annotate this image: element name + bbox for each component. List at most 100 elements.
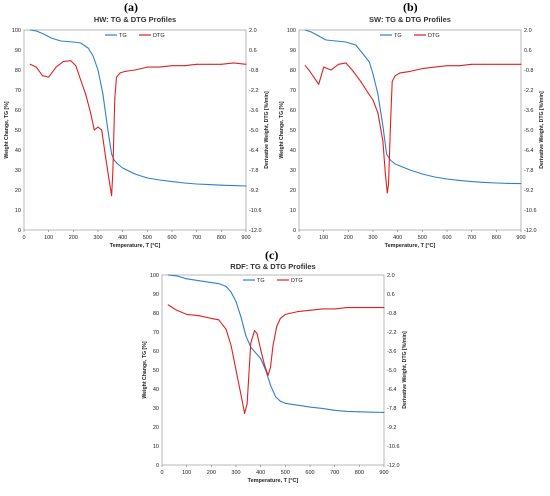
data-point-dtg bbox=[321, 308, 323, 310]
x-tick-label: 0 bbox=[160, 470, 163, 476]
plot-frame bbox=[161, 274, 385, 466]
data-point-tg bbox=[386, 153, 388, 155]
y-tick-label: 60 bbox=[15, 108, 21, 114]
chart-title: HW: TG & DTG Profiles bbox=[94, 15, 176, 24]
y2-tick-label: -6.4 bbox=[387, 387, 396, 393]
data-point-tg bbox=[233, 185, 235, 187]
y2-tick-label: 2.0 bbox=[524, 28, 532, 34]
data-point-tg bbox=[87, 47, 89, 49]
series-line-dtg bbox=[29, 60, 247, 197]
y-tick-label: 10 bbox=[15, 208, 21, 214]
y2-axis-label: Derivative Weight, DTG [%/min] bbox=[539, 91, 545, 169]
y2-tick-label: 2.0 bbox=[249, 28, 257, 34]
data-point-dtg bbox=[42, 75, 43, 77]
data-point-dtg bbox=[159, 66, 161, 68]
data-point-dtg bbox=[382, 140, 384, 142]
y2-tick-label: -9.2 bbox=[249, 188, 258, 194]
y-tick-label: 100 bbox=[150, 273, 159, 279]
data-point-dtg bbox=[210, 317, 212, 319]
data-point-dtg bbox=[409, 70, 411, 72]
data-point-tg bbox=[107, 129, 109, 131]
series-line-dtg bbox=[304, 62, 521, 194]
x-tick-label: 900 bbox=[516, 235, 525, 241]
data-point-tg bbox=[483, 181, 485, 183]
data-point-tg bbox=[270, 384, 272, 386]
y-tick-label: 40 bbox=[15, 148, 21, 154]
data-point-tg bbox=[35, 30, 37, 32]
data-point-tg bbox=[318, 35, 320, 37]
data-point-dtg bbox=[246, 403, 248, 405]
y2-tick-label: -6.4 bbox=[249, 148, 258, 154]
data-point-tg bbox=[345, 41, 347, 43]
data-point-tg bbox=[372, 73, 374, 75]
y2-tick-label: -0.8 bbox=[249, 68, 258, 74]
data-point-tg bbox=[245, 335, 247, 337]
data-point-dtg bbox=[383, 307, 385, 309]
panel-label: (a) bbox=[124, 0, 138, 14]
data-point-tg bbox=[434, 176, 436, 178]
x-axis-label: Temperature, T [°C] bbox=[110, 243, 161, 248]
data-point-dtg bbox=[230, 345, 232, 347]
data-point-dtg bbox=[495, 63, 497, 65]
data-point-dtg bbox=[334, 308, 336, 310]
y-tick-label: 40 bbox=[153, 387, 159, 393]
data-point-tg bbox=[520, 183, 522, 185]
data-point-dtg bbox=[330, 69, 332, 71]
data-point-dtg bbox=[267, 374, 269, 376]
y-tick-label: 10 bbox=[290, 208, 296, 214]
data-point-dtg bbox=[198, 315, 200, 317]
x-tick-label: 300 bbox=[368, 235, 377, 241]
series-line-tg bbox=[305, 29, 522, 185]
data-point-dtg bbox=[270, 366, 272, 368]
x-tick-label: 300 bbox=[231, 470, 240, 476]
data-point-dtg bbox=[458, 65, 460, 67]
data-point-dtg bbox=[388, 183, 390, 185]
y-tick-label: 70 bbox=[290, 88, 296, 94]
y-tick-label: 20 bbox=[15, 188, 21, 194]
data-point-dtg bbox=[384, 172, 386, 174]
data-point-tg bbox=[389, 159, 391, 161]
data-point-dtg bbox=[124, 70, 126, 72]
chart-panel-rdf: (c) RDF: TG & DTG Profiles 0 100 200 300 400 5… bbox=[138, 248, 413, 496]
y-tick-label: 90 bbox=[15, 48, 21, 54]
data-point-tg bbox=[297, 404, 299, 406]
data-point-tg bbox=[446, 178, 448, 180]
data-point-tg bbox=[97, 69, 99, 71]
y-tick-label: 80 bbox=[15, 68, 21, 74]
data-point-tg bbox=[394, 163, 396, 165]
data-point-dtg bbox=[318, 83, 320, 85]
data-point-dtg bbox=[235, 369, 237, 371]
data-point-tg bbox=[50, 37, 52, 39]
data-point-tg bbox=[279, 400, 281, 402]
data-point-tg bbox=[335, 40, 337, 42]
y-tick-label: 50 bbox=[290, 128, 296, 134]
data-point-dtg bbox=[520, 63, 522, 65]
data-point-tg bbox=[111, 153, 113, 155]
data-point-tg bbox=[402, 166, 404, 168]
data-point-tg bbox=[284, 402, 286, 404]
panel-label: (b) bbox=[403, 0, 418, 14]
chart-title: SW: TG & DTG Profiles bbox=[369, 15, 451, 24]
data-point-dtg bbox=[183, 65, 185, 67]
data-point-tg bbox=[255, 352, 257, 354]
y-tick-label: 30 bbox=[290, 168, 296, 174]
y2-tick-label: -10.6 bbox=[387, 444, 400, 450]
x-tick-label: 500 bbox=[418, 235, 427, 241]
x-tick-label: 600 bbox=[305, 470, 314, 476]
data-point-dtg bbox=[394, 75, 396, 77]
y2-tick-label: -3.6 bbox=[249, 108, 258, 114]
plot-frame bbox=[298, 29, 522, 231]
data-point-dtg bbox=[186, 313, 188, 315]
y2-tick-label: -9.2 bbox=[524, 188, 533, 194]
data-point-dtg bbox=[101, 129, 103, 131]
data-point-dtg bbox=[508, 63, 510, 65]
y2-tick-label: 2.0 bbox=[387, 273, 395, 279]
data-point-dtg bbox=[171, 65, 173, 67]
data-point-dtg bbox=[240, 393, 242, 395]
y2-tick-label: 0.6 bbox=[387, 292, 395, 298]
y2-tick-label: -5.0 bbox=[524, 128, 533, 134]
data-point-tg bbox=[421, 173, 423, 175]
data-point-dtg bbox=[35, 66, 37, 68]
